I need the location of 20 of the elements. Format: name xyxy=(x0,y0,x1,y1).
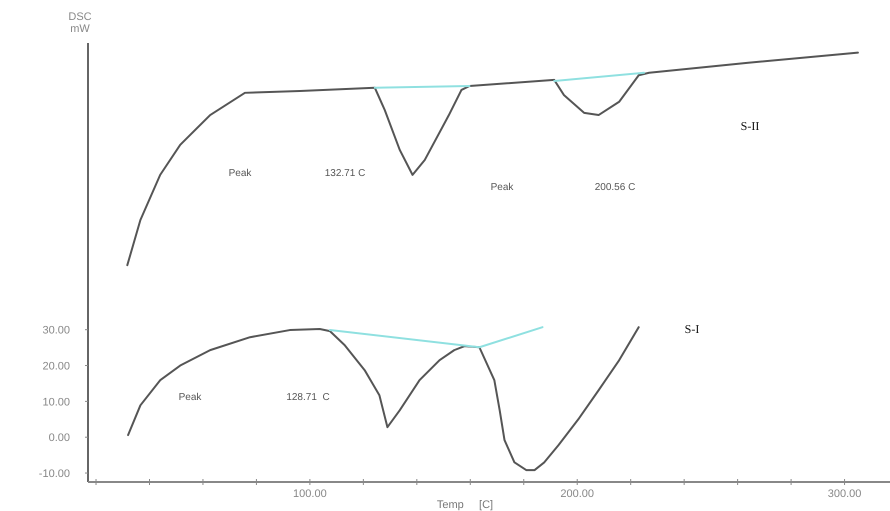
annotation: 200.56 C xyxy=(594,182,636,193)
x-tick-label: 100.00 xyxy=(293,488,327,500)
y-tick-label: 0.00 xyxy=(48,432,70,444)
annotation: 128.71 C xyxy=(286,392,330,403)
x-tick-label: 300.00 xyxy=(828,488,862,500)
annotation: S-I xyxy=(684,322,700,336)
annotation: Peak xyxy=(490,182,514,193)
y-tick-label: -10.00 xyxy=(38,468,70,480)
y-tick-label: 20.00 xyxy=(42,360,70,373)
x-axis-title: Temp [C] xyxy=(436,499,494,511)
line-series xyxy=(127,326,640,472)
annotation: 132.71 C xyxy=(324,168,366,179)
y-axis-title: DSC mW xyxy=(68,11,92,35)
y-tick-label: 10.00 xyxy=(42,396,70,408)
annotation: Peak xyxy=(178,392,202,403)
line-series xyxy=(126,52,859,266)
x-tick-label: 200.00 xyxy=(560,488,594,500)
annotation: S-II xyxy=(740,119,760,133)
y-tick-label: 30.00 xyxy=(42,324,70,337)
annotation: Peak xyxy=(228,168,252,179)
